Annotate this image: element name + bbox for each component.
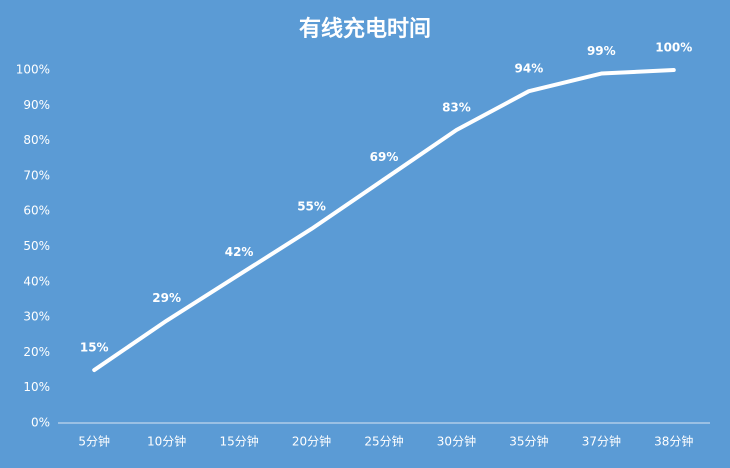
y-tick-label: 60% — [23, 204, 50, 218]
x-tick-label: 37分钟 — [582, 434, 621, 449]
value-label: 55% — [297, 199, 326, 213]
x-tick-label: 20分钟 — [292, 434, 331, 449]
value-label: 42% — [225, 245, 254, 259]
y-tick-label: 70% — [23, 168, 50, 182]
x-tick-label: 38分钟 — [654, 434, 693, 449]
x-tick-label: 5分钟 — [78, 434, 110, 449]
y-tick-label: 100% — [16, 63, 50, 77]
y-tick-label: 10% — [23, 380, 50, 394]
x-tick-label: 10分钟 — [147, 434, 186, 449]
value-label: 69% — [370, 150, 399, 164]
y-tick-label: 0% — [31, 416, 50, 430]
y-tick-label: 50% — [23, 239, 50, 253]
x-tick-label: 25分钟 — [364, 434, 403, 449]
y-tick-label: 30% — [23, 310, 50, 324]
value-label: 83% — [442, 101, 471, 115]
chart-title: 有线充电时间 — [299, 16, 431, 42]
value-label: 99% — [587, 44, 616, 58]
y-tick-label: 20% — [23, 345, 50, 359]
x-tick-label: 15分钟 — [219, 434, 258, 449]
x-tick-label: 30分钟 — [437, 434, 476, 449]
y-tick-label: 40% — [23, 274, 50, 288]
value-label: 94% — [515, 62, 544, 76]
value-label: 15% — [80, 341, 109, 355]
value-label: 100% — [655, 41, 692, 55]
y-tick-label: 90% — [23, 98, 50, 112]
value-label: 29% — [152, 291, 181, 305]
y-tick-label: 80% — [23, 133, 50, 147]
line — [92, 68, 676, 373]
x-tick-label: 35分钟 — [509, 434, 548, 449]
